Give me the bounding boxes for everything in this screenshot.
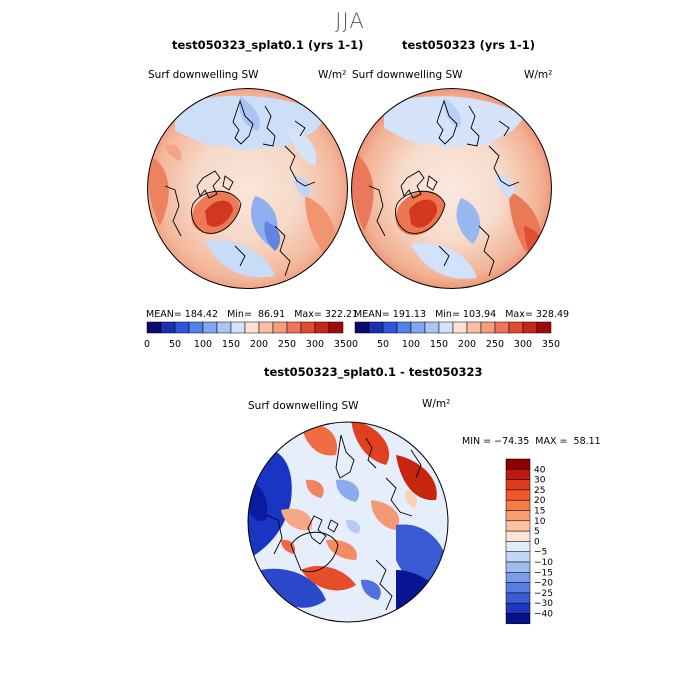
colorbar-cell [466,321,482,334]
colorbar-tick-label: 250 [278,339,296,350]
colorbar-tick-label: 0 [144,339,150,350]
panel2-title: test050323 (yrs 1-1) [402,38,535,52]
colorbar-tick-label: −25 [534,589,553,599]
colorbar-cell [452,321,468,334]
colorbar-tick-label: −40 [534,610,553,620]
colorbar-tick-label: 50 [377,339,389,350]
colorbar-cell [505,489,531,501]
diff-variable: Surf downwelling SW [248,400,359,412]
panel1-title: test050323_splat0.1 (yrs 1-1) [172,38,364,52]
colorbar-tick-label: −5 [534,548,547,558]
colorbar-tick-label: 300 [306,339,324,350]
colorbar-cell [244,321,260,334]
colorbar-tick-label: 30 [534,476,546,486]
colorbar-cell [438,321,454,334]
colorbar-cell [494,321,510,334]
colorbar-cell [202,321,218,334]
colorbar-cell [505,541,531,552]
colorbar-cell [188,321,204,334]
colorbar-tick-label: 10 [534,517,546,527]
colorbar-cell [424,321,440,334]
map-diff [247,421,449,623]
colorbar-cell [354,321,370,334]
colorbar-tick-label: 200 [250,339,268,350]
season-title: JJA [335,9,365,33]
colorbar-cell [505,572,531,583]
colorbar-cell [505,469,531,480]
colorbar-tick-label: 40 [534,465,546,475]
colorbar-tick-label: 100 [402,339,420,350]
colorbar-tick-label: −10 [534,558,553,568]
colorbar-cell [230,321,246,334]
colorbar-cell [410,321,426,334]
colorbar-cell [505,561,531,573]
colorbar-cell [368,321,384,334]
colorbar-cell [505,592,531,604]
colorbar-cell [505,520,531,532]
colorbar-cell [382,321,398,334]
colorbar-cell [508,321,524,334]
colorbar-cell [314,321,330,334]
colorbar-cell [505,479,531,491]
panel2-units: W/m² [524,69,553,81]
panel1-variable: Surf downwelling SW [148,69,259,81]
colorbar-cell [505,499,531,511]
colorbar-cell [160,321,176,334]
colorbar-cell [505,602,531,614]
colorbar-cell [505,510,531,522]
panel1-units: W/m² [318,69,347,81]
colorbar-cell [505,582,531,594]
colorbar-cell [505,530,531,542]
colorbar-cell [300,321,316,334]
colorbar-cell [536,321,552,334]
colorbar-cell [174,321,190,334]
colorbar-cell [216,321,232,334]
colorbar-tick-label: −15 [534,568,553,578]
colorbar-tick-label: 350 [334,339,352,350]
colorbar-cell [146,321,162,334]
colorbar-tick-label: 150 [430,339,448,350]
colorbar-tick-label: 25 [534,486,545,496]
colorbar-panel2: 0 50 100 150 200 250 300 350 [352,321,560,350]
colorbar-cell [272,321,288,334]
colorbar-cell [328,321,344,334]
colorbar-tick-label: 250 [486,339,504,350]
colorbar-cell [522,321,538,334]
colorbar-cell [505,458,531,470]
colorbar-cell [505,613,531,625]
colorbar-tick-label: 200 [458,339,476,350]
colorbar-cell [258,321,274,334]
colorbar-tick-label: 0 [352,339,358,350]
colorbar-tick-label: 50 [169,339,181,350]
colorbar-tick-label: 15 [534,507,545,517]
colorbar-tick-label: 150 [222,339,240,350]
map-panel2 [351,88,552,289]
colorbar-cell [396,321,412,334]
panel1-stats: MEAN= 184.42 Min= 86.91 Max= 322.21 [146,309,359,320]
colorbar-tick-label: 100 [194,339,212,350]
diff-minmax: MIN = −74.35 MAX = 58.11 [462,436,601,447]
colorbar-tick-label: −20 [534,579,553,589]
colorbar-tick-label: −30 [534,599,553,609]
colorbar-tick-label: 350 [542,339,560,350]
map-panel1 [147,88,348,289]
panel2-variable: Surf downwelling SW [352,69,463,81]
colorbar-tick-label: 5 [534,527,540,537]
colorbar-tick-label: 20 [534,496,546,506]
diff-units: W/m² [422,398,451,410]
panel2-stats: MEAN= 191.13 Min= 103.94 Max= 328.49 [354,309,570,320]
colorbar-cell [480,321,496,334]
colorbar-cell [505,551,531,563]
colorbar-cell [286,321,302,334]
colorbar-tick-label: 0 [534,537,540,547]
colorbar-panel1: 0 50 100 150 200 250 300 350 [144,321,352,350]
colorbar-tick-label: 300 [514,339,532,350]
diff-title: test050323_splat0.1 - test050323 [264,365,483,379]
